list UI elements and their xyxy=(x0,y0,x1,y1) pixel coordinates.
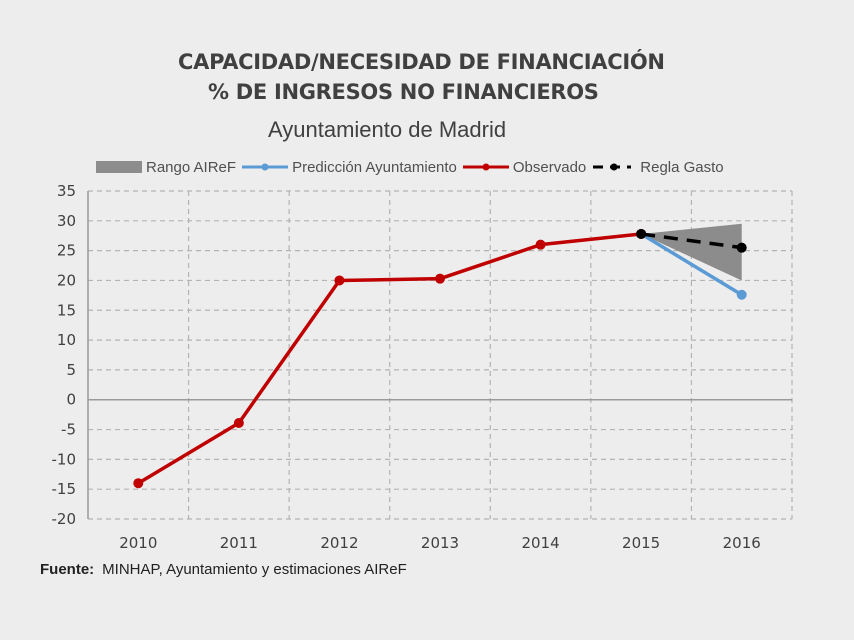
y-tick-label: -15 xyxy=(52,480,77,498)
legend: Rango AIReF Predicción Ayuntamiento Obse… xyxy=(96,157,730,177)
y-tick-label: 0 xyxy=(66,391,76,409)
legend-label: Observado xyxy=(512,158,587,176)
data-point xyxy=(736,289,747,300)
legend-swatch-dashed-line-icon xyxy=(593,163,632,171)
axes xyxy=(87,191,792,519)
legend-swatch-range-area-icon xyxy=(96,161,142,173)
legend-item-rango-airef: Rango AIReF xyxy=(96,159,238,176)
x-tick-label: 2016 xyxy=(723,534,761,552)
legend-item-prediccion: Predicción Ayuntamiento xyxy=(242,159,459,176)
chart-title: CAPACIDAD/NECESIDAD DE FINANCIACIÓN xyxy=(178,50,665,74)
range-area xyxy=(641,223,742,281)
legend-label: Predicción Ayuntamiento xyxy=(292,158,457,176)
x-tick-label: 2011 xyxy=(220,534,258,552)
source-text: MINHAP, Ayuntamiento y estimaciones AIRe… xyxy=(102,561,407,578)
legend-swatch-blue-line-icon xyxy=(242,163,289,171)
legend-label: Regla Gasto xyxy=(640,158,724,176)
series-line xyxy=(640,232,742,250)
series-line xyxy=(137,232,642,485)
x-tick-label: 2010 xyxy=(119,534,157,552)
y-tick-label: -5 xyxy=(61,421,76,439)
data-point xyxy=(133,478,144,489)
y-tick-label: 15 xyxy=(57,301,76,319)
data-point xyxy=(233,417,244,428)
y-tick-label: -10 xyxy=(52,450,77,468)
data-point xyxy=(535,239,546,250)
y-tick-label: 20 xyxy=(57,271,76,289)
series-line xyxy=(640,232,743,297)
data-point xyxy=(636,228,647,239)
y-tick-label: 5 xyxy=(66,361,76,379)
chart-title-line2: % DE INGRESOS NO FINANCIEROS xyxy=(208,80,599,104)
legend-item-observado: Observado xyxy=(462,158,588,176)
source-label: Fuente: xyxy=(40,561,95,578)
y-axis-ticks: 35 30 25 20 15 10 5 0 -5 -10 -15 -20 xyxy=(52,182,77,528)
series-rango-airef xyxy=(641,223,742,281)
series-regla-gasto xyxy=(636,228,747,253)
chart-subtitle: Ayuntamiento de Madrid xyxy=(268,117,507,142)
legend-swatch-red-line-icon xyxy=(462,163,509,171)
legend-item-regla-gasto: Regla Gasto xyxy=(592,159,725,176)
series-layer xyxy=(133,223,747,489)
legend-label: Rango AIReF xyxy=(146,158,237,176)
grid xyxy=(88,190,793,520)
source-note: Fuente: MINHAP, Ayuntamiento y estimacion… xyxy=(40,561,407,578)
y-tick-label: 30 xyxy=(57,212,76,230)
y-tick-label: -20 xyxy=(52,510,77,528)
data-point xyxy=(435,273,445,284)
x-tick-label: 2015 xyxy=(622,534,660,552)
x-axis-ticks: 2010 2011 2012 2013 2014 2015 2016 xyxy=(119,534,761,552)
y-tick-label: 35 xyxy=(57,182,76,200)
data-point xyxy=(334,275,345,286)
x-tick-label: 2013 xyxy=(421,534,459,552)
y-tick-label: 10 xyxy=(57,331,76,349)
data-point xyxy=(736,242,747,253)
x-tick-label: 2014 xyxy=(521,534,559,552)
x-tick-label: 2012 xyxy=(320,534,358,552)
y-tick-label: 25 xyxy=(57,242,76,260)
